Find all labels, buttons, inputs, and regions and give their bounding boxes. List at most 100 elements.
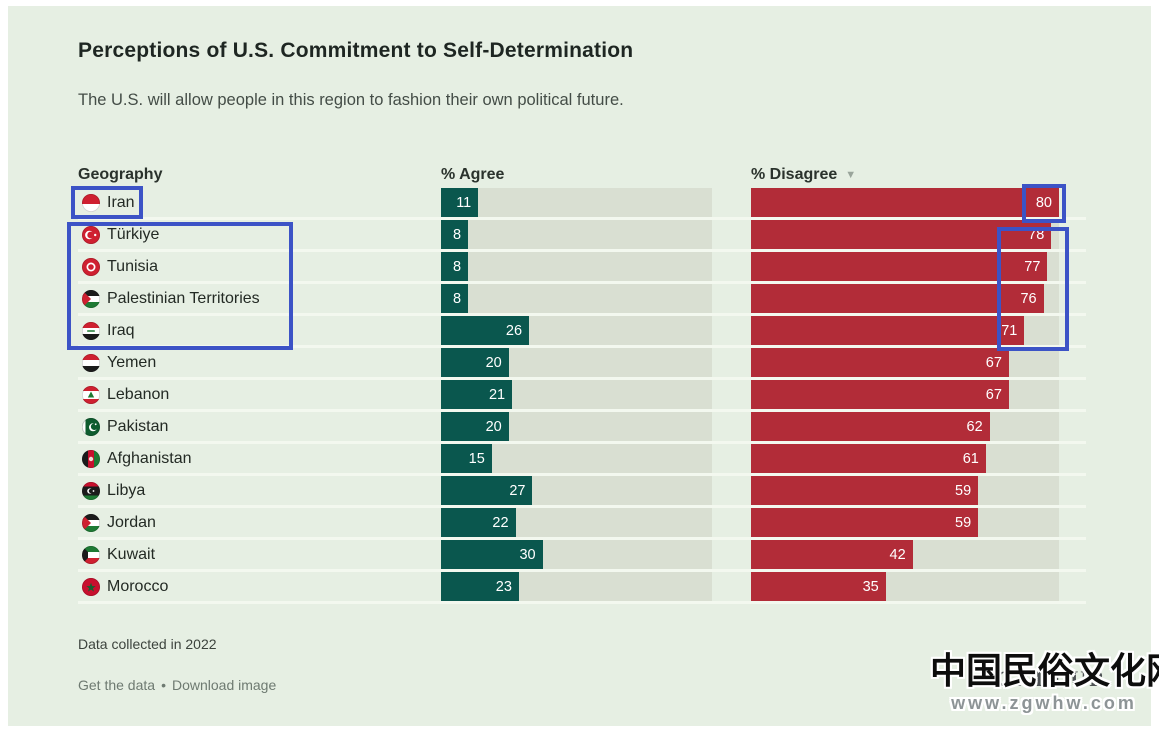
gallup-logo: GALLUP: [996, 666, 1106, 691]
disagree-value: 42: [889, 546, 906, 563]
agree-value: 27: [509, 482, 526, 499]
column-header-agree[interactable]: % Agree: [441, 166, 505, 183]
agree-bar: 8: [441, 252, 469, 281]
table-row: Lebanon 21 67: [78, 380, 1086, 412]
palestinian-territories-flag-icon: [82, 289, 100, 308]
disagree-bar-track: 42: [751, 540, 1059, 569]
disagree-value: 35: [862, 578, 879, 595]
turkiye-flag-icon: [82, 225, 100, 244]
agree-bar: 30: [441, 540, 543, 569]
country-label: Palestinian Territories: [107, 289, 260, 307]
disagree-bar: 42: [751, 540, 913, 569]
jordan-flag-icon: [82, 513, 100, 532]
country-label: Tunisia: [107, 257, 158, 275]
libya-flag-icon: [82, 481, 100, 500]
agree-bar-track: 26: [441, 316, 712, 345]
disagree-bar: 67: [751, 380, 1009, 409]
table-row: Yemen 20 67: [78, 348, 1086, 380]
country-cell: Palestinian Territories: [82, 284, 260, 313]
sort-descending-icon: ▼: [845, 169, 857, 181]
agree-value: 21: [488, 386, 506, 403]
agree-bar-track: 23: [441, 572, 712, 601]
country-label: Iran: [107, 193, 135, 211]
country-cell: Lebanon: [82, 380, 169, 409]
column-header-geography[interactable]: Geography: [78, 166, 163, 183]
table-row: Türkiye 8 78: [78, 220, 1086, 252]
agree-bar-track: 22: [441, 508, 712, 537]
country-cell: Jordan: [82, 508, 156, 537]
disagree-bar: 62: [751, 412, 990, 441]
kuwait-flag-icon: [82, 545, 100, 564]
pakistan-flag-icon: [82, 417, 100, 436]
table-row: Libya 27 59: [78, 476, 1086, 508]
disagree-value: 67: [985, 386, 1002, 403]
disagree-value: 76: [1020, 290, 1037, 307]
agree-bar: 8: [441, 220, 469, 249]
country-label: Lebanon: [107, 385, 170, 403]
agree-bar: 21: [441, 380, 513, 409]
disagree-bar-track: 71: [751, 316, 1059, 345]
country-label: Türkiye: [107, 225, 160, 243]
disagree-bar-track: 80: [751, 188, 1059, 217]
country-cell: Iraq: [82, 316, 135, 345]
iran-flag-icon: [82, 193, 100, 212]
agree-value: 11: [456, 194, 472, 211]
agree-bar-track: 21: [441, 380, 712, 409]
agree-bar-track: 20: [441, 412, 712, 441]
table-row: Afghanistan 15 61: [78, 444, 1086, 476]
iran-label-highlight-box: [71, 186, 143, 219]
table-row: Pakistan 20 62: [78, 412, 1086, 444]
agree-bar: 22: [441, 508, 516, 537]
agree-bar: 20: [441, 412, 509, 441]
country-cell: Pakistan: [82, 412, 168, 441]
yemen-flag-icon: [82, 353, 100, 372]
disagree-bar: 76: [751, 284, 1044, 313]
morocco-flag-icon: [82, 577, 100, 596]
chart-title: Perceptions of U.S. Commitment to Self-D…: [78, 39, 634, 62]
country-label: Afghanistan: [107, 449, 192, 467]
column-header-disagree[interactable]: % Disagree ▼: [751, 166, 856, 184]
country-label: Kuwait: [107, 545, 156, 563]
disagree-bar: 59: [751, 508, 979, 537]
table-row: Palestinian Territories 8 76: [78, 284, 1086, 316]
country-label: Pakistan: [107, 417, 169, 435]
agree-bar-track: 8: [441, 252, 712, 281]
iran-value-highlight-box: [1022, 184, 1066, 223]
disagree-bar-track: 61: [751, 444, 1059, 473]
country-label: Jordan: [107, 513, 156, 531]
disagree-value: 62: [966, 418, 983, 435]
disagree-bar-track: 78: [751, 220, 1059, 249]
disagree-bar-track: 62: [751, 412, 1059, 441]
agree-bar: 11: [441, 188, 479, 217]
agree-value: 8: [453, 226, 462, 243]
column-header-disagree-label: % Disagree: [751, 166, 838, 183]
download-image-link[interactable]: Download image: [171, 677, 277, 693]
disagree-value: 71: [1001, 322, 1018, 339]
chart-rows: Iran 11 80 Türkiye 8 78 Tunisia 8 77 Palestinian …: [78, 188, 1086, 604]
agree-bar: 15: [441, 444, 492, 473]
group-labels-highlight-box: [67, 222, 293, 350]
tunisia-flag-icon: [82, 257, 100, 276]
disagree-value: 61: [962, 450, 979, 467]
table-row: Iran 11 80: [78, 188, 1086, 220]
disagree-bar-track: 76: [751, 284, 1059, 313]
disagree-bar: 78: [751, 220, 1052, 249]
agree-bar: 8: [441, 284, 469, 313]
get-data-link[interactable]: Get the data: [78, 677, 156, 693]
agree-value: 23: [495, 578, 512, 595]
disagree-value: 59: [955, 482, 972, 499]
country-cell: Kuwait: [82, 540, 155, 569]
table-header: Geography % Agree % Disagree ▼: [8, 166, 1159, 188]
disagree-value: 67: [985, 354, 1002, 371]
table-row: Kuwait 30 42: [78, 540, 1086, 572]
disagree-value: 59: [955, 514, 972, 531]
disagree-bar: 67: [751, 348, 1009, 377]
agree-bar-track: 8: [441, 220, 712, 249]
disagree-bar-track: 59: [751, 476, 1059, 505]
country-label: Libya: [107, 481, 146, 499]
disagree-value: 77: [1024, 258, 1041, 275]
disagree-bar-track: 59: [751, 508, 1059, 537]
country-cell: Morocco: [82, 572, 168, 601]
agree-value: 22: [492, 514, 509, 531]
